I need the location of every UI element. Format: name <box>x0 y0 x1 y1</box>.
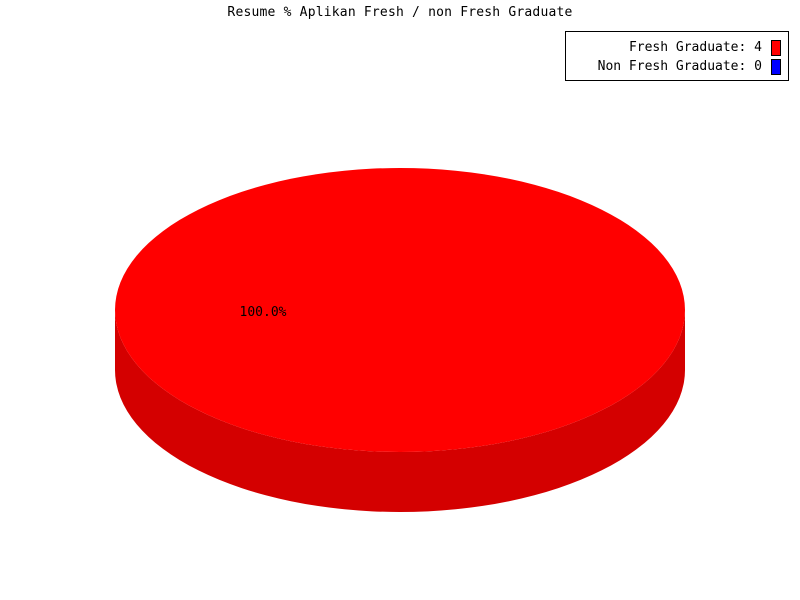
legend-swatch-non-fresh-graduate <box>771 59 781 75</box>
chart-legend: Fresh Graduate: 4 Non Fresh Graduate: 0 <box>565 31 789 81</box>
legend-label: Fresh Graduate: 4 <box>628 40 762 55</box>
legend-swatch-fresh-graduate <box>771 40 781 56</box>
pie-slice-fresh-graduate <box>115 168 685 452</box>
slice-percent-label: 100.0% <box>240 305 287 320</box>
legend-label: Non Fresh Graduate: 0 <box>597 59 762 74</box>
pie-slice-side-fresh-graduate <box>115 310 685 512</box>
legend-entry-fresh-graduate: Fresh Graduate: 4 <box>566 39 788 57</box>
legend-entry-non-fresh-graduate: Non Fresh Graduate: 0 <box>566 58 788 76</box>
chart-title: Resume % Aplikan Fresh / non Fresh Gradu… <box>227 5 573 20</box>
